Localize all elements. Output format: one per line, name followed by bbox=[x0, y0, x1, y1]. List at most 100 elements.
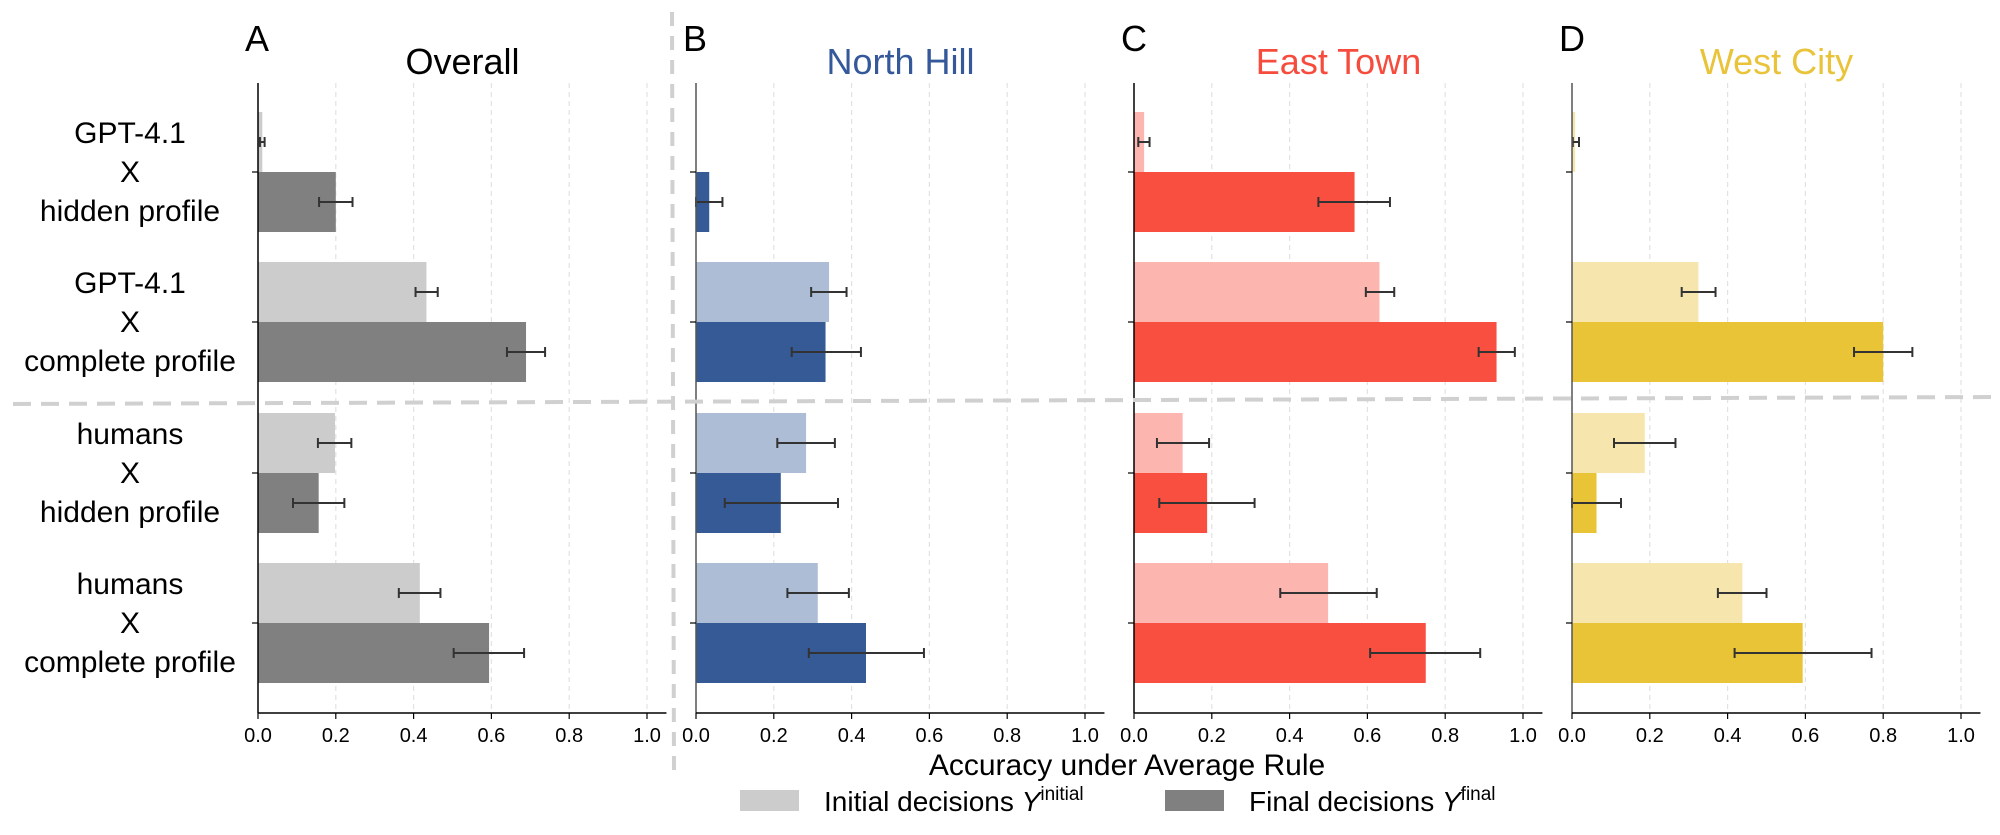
x-tick-label: 0.8 bbox=[555, 725, 583, 747]
error-bar bbox=[292, 498, 346, 508]
bar-initial bbox=[258, 262, 427, 322]
bar-initial bbox=[258, 563, 420, 623]
y-category-label-line: X bbox=[120, 457, 140, 490]
bar-initial bbox=[696, 262, 830, 322]
bar-final bbox=[258, 623, 490, 683]
error-bar bbox=[723, 498, 839, 508]
x-tick-label: 0.6 bbox=[1353, 725, 1381, 747]
panel-letter: C bbox=[1121, 18, 1147, 59]
x-tick-label: 0.4 bbox=[1714, 725, 1742, 747]
panel-title: West City bbox=[1700, 41, 1853, 82]
legend-label-final: Final decisions Yfinal bbox=[1249, 784, 1496, 817]
panel-title: North Hill bbox=[826, 41, 974, 82]
y-category-label-line: complete profile bbox=[24, 646, 236, 679]
error-bar bbox=[807, 648, 925, 658]
panel-title: East Town bbox=[1256, 41, 1421, 82]
x-tick-label: 0.6 bbox=[915, 725, 943, 747]
panel-letter: B bbox=[683, 18, 707, 59]
x-tick-label: 0.0 bbox=[1558, 725, 1586, 747]
error-bar bbox=[414, 287, 439, 297]
bar-final bbox=[1134, 322, 1497, 382]
y-category-label-line: X bbox=[120, 607, 140, 640]
panel-title: Overall bbox=[405, 41, 519, 82]
y-category-label-line: X bbox=[120, 306, 140, 339]
error-bar bbox=[397, 588, 442, 598]
x-tick-label: 0.2 bbox=[1198, 725, 1226, 747]
bar-final bbox=[1572, 322, 1884, 382]
error-bar bbox=[1317, 197, 1391, 207]
y-category-label-line: X bbox=[120, 156, 140, 189]
error-bar bbox=[1158, 498, 1256, 508]
x-tick-label: 0.4 bbox=[400, 725, 428, 747]
x-tick-label: 0.0 bbox=[244, 725, 272, 747]
error-bar bbox=[452, 648, 526, 658]
x-tick-label: 0.4 bbox=[838, 725, 866, 747]
y-category-label-line: GPT-4.1 bbox=[74, 267, 186, 300]
error-bar bbox=[1571, 137, 1581, 147]
panel-b: 0.0 0.2 0.4 0.6 0.8 1.0 B North Hill bbox=[682, 18, 1105, 747]
x-tick-label: 0.6 bbox=[1791, 725, 1819, 747]
panel-letter: A bbox=[245, 18, 269, 59]
x-tick-label: 1.0 bbox=[1071, 725, 1099, 747]
x-tick-label: 0.0 bbox=[682, 725, 710, 747]
error-bar bbox=[1279, 588, 1378, 598]
bar-initial bbox=[1572, 563, 1743, 623]
panel-a: 0.0 0.2 0.4 0.6 0.8 1.0 A Overall bbox=[244, 18, 667, 747]
error-bar bbox=[1155, 438, 1211, 448]
x-tick-label: 0.8 bbox=[1869, 725, 1897, 747]
x-tick-label: 1.0 bbox=[1509, 725, 1537, 747]
error-bar bbox=[505, 347, 547, 357]
bar-initial bbox=[1572, 262, 1699, 322]
error-bar bbox=[318, 197, 354, 207]
x-tick-label: 0.2 bbox=[1636, 725, 1664, 747]
legend-item-final: Final decisions Yfinal bbox=[1165, 784, 1496, 817]
x-tick-label: 0.0 bbox=[1120, 725, 1148, 747]
x-tick-label: 0.2 bbox=[322, 725, 350, 747]
error-bar bbox=[776, 438, 836, 448]
error-bar bbox=[1477, 347, 1516, 357]
error-bar bbox=[258, 137, 266, 147]
y-category-label-line: GPT-4.1 bbox=[74, 117, 186, 150]
y-category-label-line: humans bbox=[77, 568, 184, 601]
y-category-label-line: humans bbox=[77, 418, 184, 451]
error-bar bbox=[1733, 648, 1873, 658]
error-bar bbox=[1716, 588, 1768, 598]
error-bar bbox=[1364, 287, 1396, 297]
error-bar bbox=[316, 438, 353, 448]
panel-letter: D bbox=[1559, 18, 1585, 59]
legend-item-initial: Initial decisions Yinitial bbox=[740, 784, 1084, 817]
y-category-label-line: hidden profile bbox=[40, 195, 220, 228]
y-category-label-line: complete profile bbox=[24, 345, 236, 378]
bar-initial bbox=[1134, 262, 1380, 322]
panel-c: 0.0 0.2 0.4 0.6 0.8 1.0 C East Town bbox=[1120, 18, 1543, 747]
bar-final bbox=[258, 322, 527, 382]
x-tick-label: 0.8 bbox=[993, 725, 1021, 747]
error-bar bbox=[1137, 137, 1151, 147]
legend-swatch-final bbox=[1165, 790, 1224, 811]
error-bar bbox=[786, 588, 850, 598]
legend-swatch-initial bbox=[740, 790, 799, 811]
error-bar bbox=[1369, 648, 1482, 658]
horizontal-separator bbox=[12, 395, 1996, 406]
error-bar bbox=[790, 347, 862, 357]
x-tick-label: 0.8 bbox=[1431, 725, 1459, 747]
x-tick-label: 0.2 bbox=[760, 725, 788, 747]
panel-d: 0.0 0.2 0.4 0.6 0.8 1.0 D West City bbox=[1558, 18, 1981, 747]
error-bar bbox=[1853, 347, 1914, 357]
error-bar bbox=[810, 287, 848, 297]
legend-label-initial: Initial decisions Yinitial bbox=[824, 784, 1084, 817]
vertical-separator bbox=[670, 11, 676, 776]
x-tick-label: 1.0 bbox=[1947, 725, 1975, 747]
x-tick-label: 1.0 bbox=[633, 725, 661, 747]
legend: Initial decisions Yinitial Final decisio… bbox=[740, 784, 1496, 817]
y-category-label-line: hidden profile bbox=[40, 496, 220, 529]
x-tick-label: 0.6 bbox=[477, 725, 505, 747]
error-bar bbox=[1680, 287, 1717, 297]
